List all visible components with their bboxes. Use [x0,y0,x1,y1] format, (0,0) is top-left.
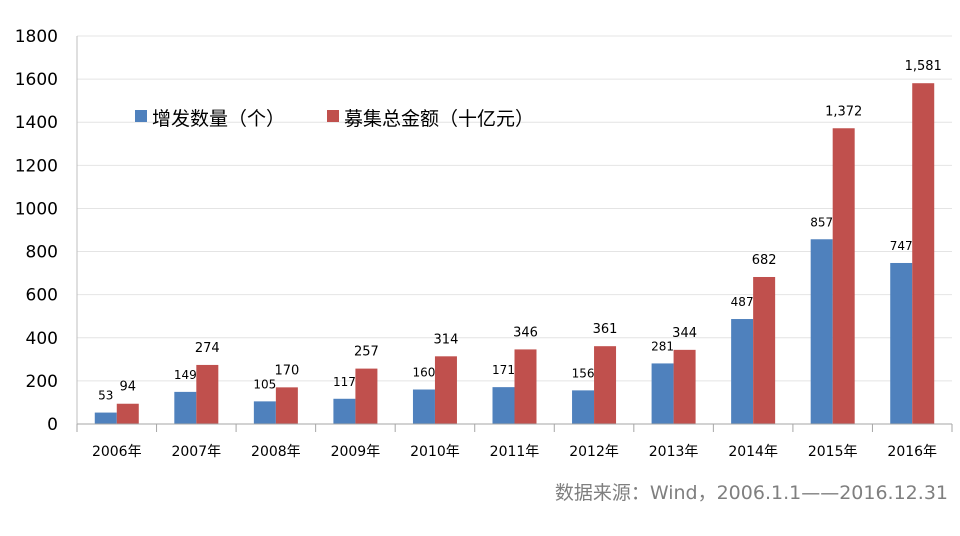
x-tick-label: 2011年 [490,444,540,460]
y-axis: 0 200 400 600 800 1000 1200 1400 1600 1800 [15,27,78,435]
data-label: 682 [752,253,777,268]
bar-amount [355,368,378,424]
data-label: 346 [513,325,538,340]
x-tick-label: 2012年 [569,444,619,460]
bar-count [492,387,515,424]
x-tick-label: 2006年 [92,444,142,460]
data-label: 857 [810,215,833,229]
data-label: 149 [174,368,197,382]
source-note: 数据来源：Wind，2006.1.1——2016.12.31 [554,482,948,504]
x-tick-label: 2009年 [331,444,381,460]
data-label: 314 [434,332,459,347]
x-axis: 2006年 2007年 2008年 2009年 2010年 2011年 2012年 2013年… [76,423,953,460]
x-tick-label: 2014年 [728,444,778,460]
bar-count [731,319,754,424]
data-label: 274 [195,341,220,356]
bar-amount [116,403,139,424]
y-tick-label: 800 [26,243,58,263]
bar-amount [196,364,219,424]
bar-count [253,401,276,424]
x-tick-label: 2015年 [808,444,858,460]
data-label: 94 [119,380,136,395]
x-tick-label: 2008年 [251,444,301,460]
data-label: 105 [253,377,276,391]
data-label: 117 [333,375,356,389]
y-tick-label: 1200 [15,156,58,176]
legend-label-amount: 募集总金额（十亿元） [344,108,534,130]
bar-amount [753,276,776,424]
data-label: 156 [572,366,595,380]
data-label: 170 [274,363,299,378]
data-label: 344 [672,326,697,341]
y-tick-label: 1000 [15,199,58,219]
y-tick-label: 600 [26,286,58,306]
bar-amount [514,349,537,424]
legend-swatch-amount [327,110,339,122]
bar-count [333,398,356,424]
bar-count [94,412,117,424]
bar-amount [912,83,935,424]
x-tick-label: 2010年 [410,444,460,460]
y-tick-label: 1600 [15,70,58,90]
data-label: 487 [731,295,754,309]
bar-amount [434,356,457,424]
y-tick-label: 1800 [15,27,58,47]
y-tick-label: 200 [26,372,58,392]
bars [94,83,935,424]
data-label: 1,372 [825,104,862,119]
x-tick-label: 2016年 [887,444,937,460]
bar-count [810,239,833,424]
y-tick-label: 1400 [15,113,58,133]
bar-count [651,363,674,424]
data-label: 171 [492,363,515,377]
data-label: 160 [413,366,436,380]
bar-count [174,391,197,424]
x-tick-label: 2013年 [649,444,699,460]
bar-amount [275,387,298,424]
y-tick-label: 0 [47,415,58,435]
bar-count [572,390,595,424]
legend-label-count: 增发数量（个） [152,108,285,130]
y-tick-label: 400 [26,329,58,349]
data-label: 747 [890,239,913,253]
bar-amount [673,349,696,424]
data-label: 1,581 [905,59,942,74]
gridlines [77,35,952,382]
bar-count [890,262,913,424]
legend: 增发数量（个） 募集总金额（十亿元） [135,108,534,130]
data-label: 281 [651,339,674,353]
bar-amount [594,346,617,424]
bar-amount [832,128,855,424]
bar-count [412,389,435,424]
legend-swatch-count [135,110,147,122]
data-label: 53 [98,389,113,403]
data-label: 257 [354,345,379,360]
x-tick-label: 2007年 [171,444,221,460]
data-label: 361 [593,322,618,337]
